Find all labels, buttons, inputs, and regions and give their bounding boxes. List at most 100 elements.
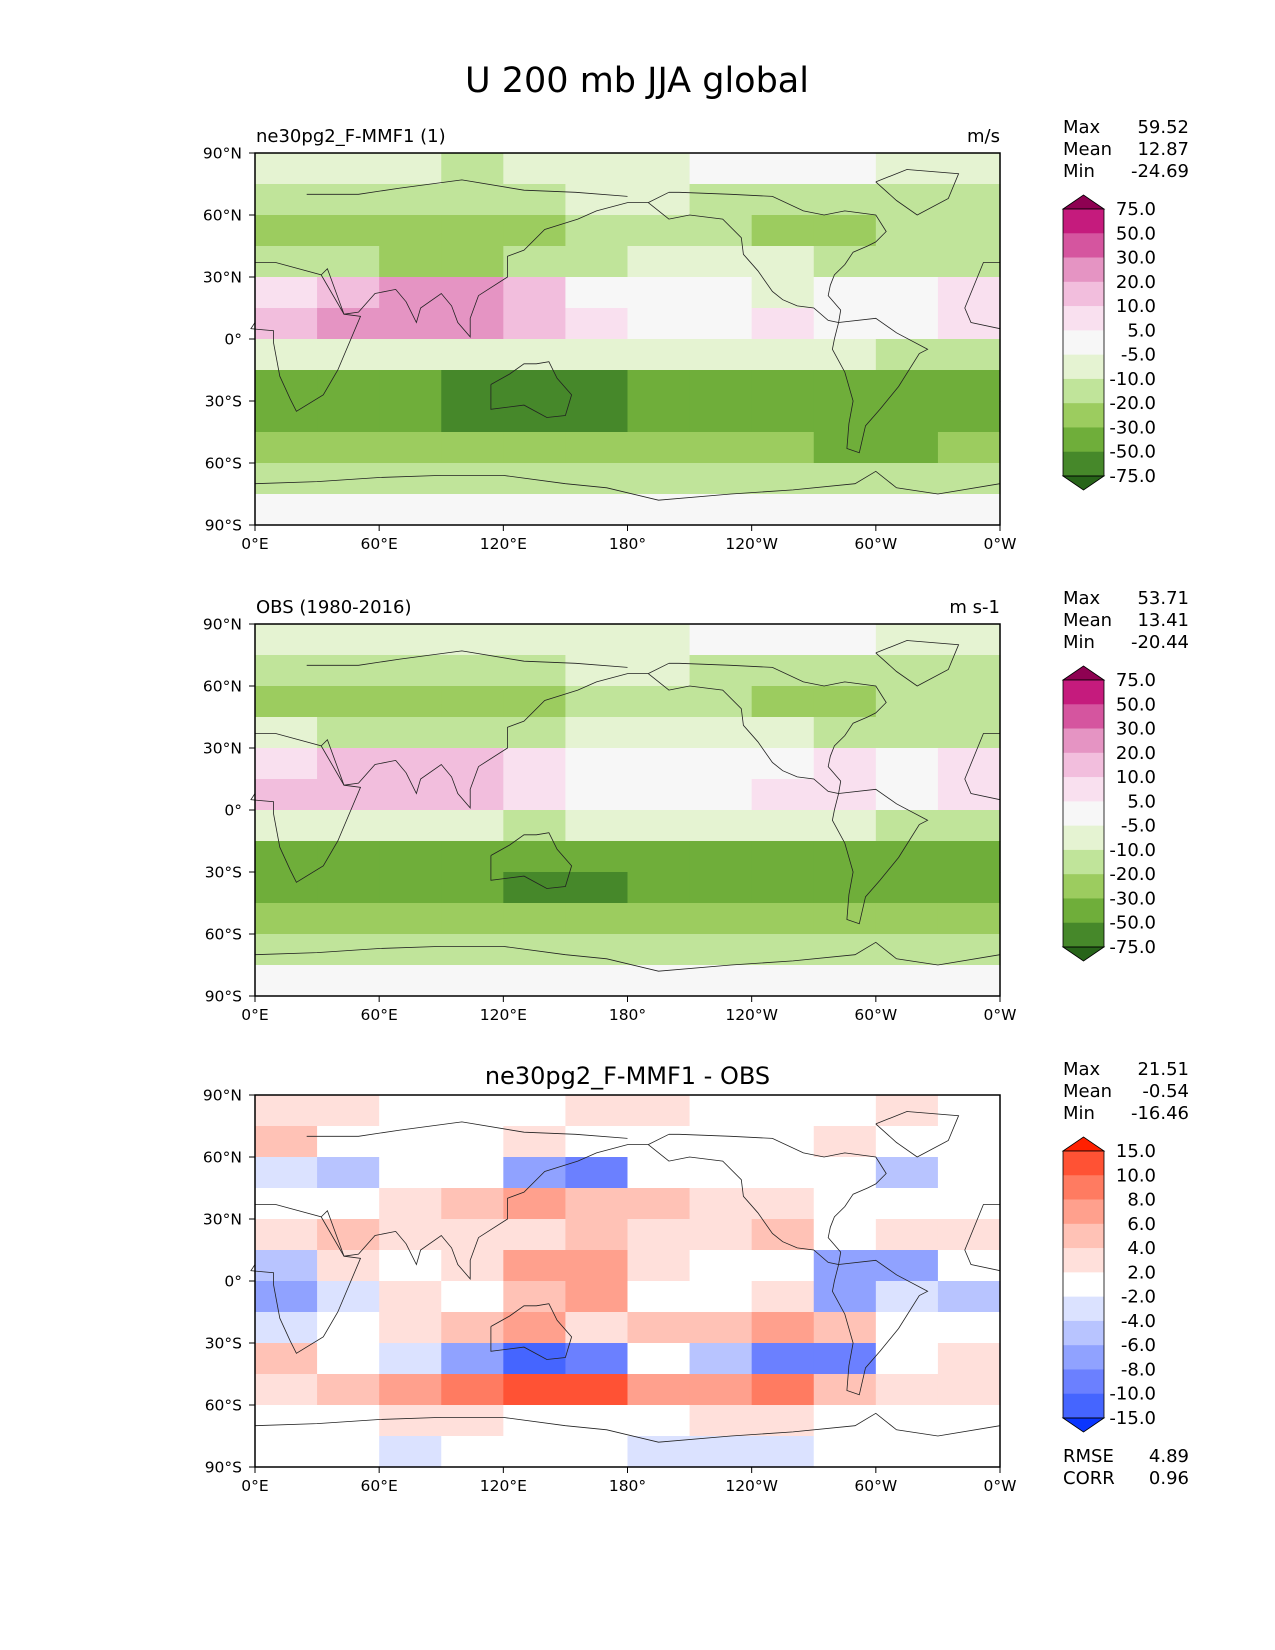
y-tick-label: 30°N (203, 269, 242, 287)
field-cell (627, 717, 691, 749)
colorbar-label: -8.0 (1121, 1359, 1156, 1380)
field-cell (751, 401, 815, 433)
field-cell (627, 401, 691, 433)
colorbar-label: 5.0 (1127, 791, 1156, 812)
field-cell (689, 686, 753, 718)
colorbar-segment (1063, 1248, 1104, 1273)
field-cell (255, 1436, 318, 1468)
field-cell (937, 1095, 1001, 1127)
field-cell (317, 748, 380, 780)
field-cell (937, 1126, 1001, 1158)
field-cell (689, 779, 753, 811)
field-cell (627, 624, 691, 656)
colorbar-frame (1062, 679, 1105, 948)
field-cell (937, 370, 1001, 402)
field-cell (379, 184, 442, 216)
colorbar-extend-top (1061, 194, 1106, 210)
field-cell (813, 432, 877, 464)
stat-value: 53.71 (1137, 588, 1189, 609)
coastline-arctic-eurasia (306, 650, 628, 668)
y-tick-label: 90°N (203, 616, 242, 634)
field-cell (627, 215, 691, 247)
field-cell (317, 872, 380, 904)
field-cell (875, 184, 939, 216)
field-cell (627, 153, 691, 185)
field-cell (689, 401, 753, 433)
coastline-asia (320, 1133, 670, 1280)
field-cell (441, 1126, 504, 1158)
field-cell (379, 1188, 442, 1220)
field-cell (875, 494, 939, 526)
field-cell (689, 1250, 753, 1282)
colorbar-segment (1063, 281, 1104, 307)
colorbar-segment (1063, 825, 1104, 851)
field-cell (689, 1219, 753, 1251)
stat-label: Min (1063, 161, 1095, 182)
field-cell (503, 779, 567, 811)
field-cell (379, 748, 442, 780)
panel-units: m s-1 (949, 597, 1000, 618)
y-tick-label: 60°S (205, 455, 242, 473)
field-cell (565, 153, 629, 185)
field-cell (813, 1436, 877, 1468)
field-cell (379, 246, 442, 278)
field-cell (317, 1095, 380, 1127)
field-cell (751, 1126, 815, 1158)
field-cell (689, 1188, 753, 1220)
coastline-australia (490, 361, 573, 418)
colorbar-segment (1063, 403, 1104, 428)
field-cell (875, 1343, 939, 1375)
field-cell (751, 494, 815, 526)
x-tick-label: 60°E (361, 1477, 398, 1495)
field-cell (379, 934, 442, 966)
field-cell (565, 339, 629, 371)
field-cell (751, 215, 815, 247)
field-cell (317, 1157, 380, 1189)
field-cell (379, 463, 442, 495)
field-cell (813, 1126, 877, 1158)
colorbar-label: -20.0 (1109, 393, 1156, 414)
panel-3: ne30pg2_F-MMF1 - OBS 0°E 60°E 120°E 180° 120°… (203, 1059, 1189, 1495)
field-cell (565, 184, 629, 216)
field-cell (255, 401, 318, 433)
colorbar-extend-top (1061, 665, 1106, 681)
field-cell (503, 215, 567, 247)
field-cell (317, 965, 380, 997)
field-cell (875, 1250, 939, 1282)
field-cell (503, 370, 567, 402)
field-cell (255, 624, 318, 656)
colorbar-label: 2.0 (1127, 1262, 1156, 1283)
field-cell (379, 401, 442, 433)
field-cell (937, 432, 1001, 464)
stat-label: Mean (1063, 1081, 1112, 1102)
field-cell (751, 1095, 815, 1127)
colorbar-label: 5.0 (1127, 320, 1156, 341)
field-cell (565, 494, 629, 526)
field-cell (441, 1219, 504, 1251)
field-cell (627, 246, 691, 278)
field-cell (937, 1157, 1001, 1189)
field-cell (379, 624, 442, 656)
field-cell (441, 308, 504, 340)
field-cell (503, 184, 567, 216)
field-cell (255, 432, 318, 464)
field-cell (255, 215, 318, 247)
field-cell (813, 965, 877, 997)
field-cell (875, 810, 939, 842)
field-cell (689, 1405, 753, 1437)
field-cell (379, 308, 442, 340)
field-cell (627, 184, 691, 216)
field-cell (565, 277, 629, 309)
field-cell (751, 432, 815, 464)
y-tick-label: 0° (224, 331, 242, 349)
field-cell (751, 184, 815, 216)
field-cell (751, 1343, 815, 1375)
colorbar-extend-bottom (1061, 475, 1106, 491)
field-cell (255, 686, 318, 718)
x-tick-label: 180° (609, 1477, 646, 1495)
field-cell (875, 215, 939, 247)
y-tick-label: 90°S (205, 988, 242, 1006)
colorbar-segment (1063, 728, 1104, 754)
stat-value: 21.51 (1137, 1059, 1189, 1080)
field-cell (255, 277, 318, 309)
